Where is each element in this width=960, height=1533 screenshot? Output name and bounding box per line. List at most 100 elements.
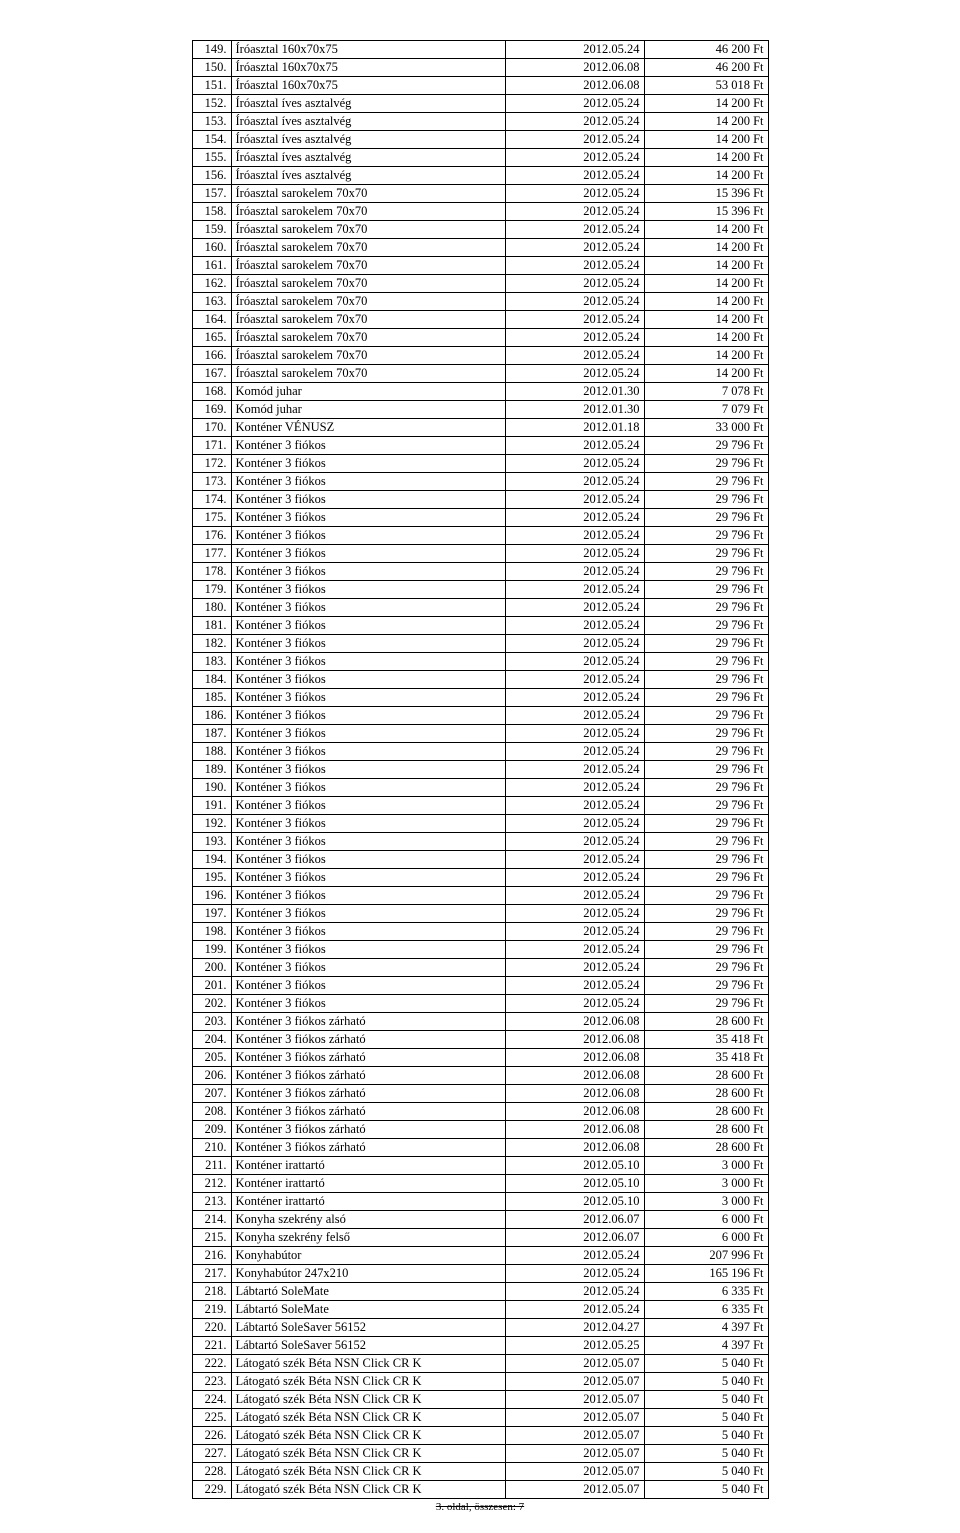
- row-date: 2012.05.07: [505, 1445, 644, 1463]
- table-row: 211.Konténer irattartó2012.05.103 000 Ft: [192, 1157, 768, 1175]
- row-description: Íróasztal sarokelem 70x70: [231, 185, 505, 203]
- row-date: 2012.05.07: [505, 1481, 644, 1499]
- row-price: 28 600 Ft: [644, 1013, 768, 1031]
- row-description: Konténer 3 fiókos: [231, 509, 505, 527]
- row-date: 2012.05.24: [505, 923, 644, 941]
- table-row: 172.Konténer 3 fiókos2012.05.2429 796 Ft: [192, 455, 768, 473]
- table-row: 183.Konténer 3 fiókos2012.05.2429 796 Ft: [192, 653, 768, 671]
- row-date: 2012.05.24: [505, 599, 644, 617]
- table-row: 159.Íróasztal sarokelem 70x702012.05.241…: [192, 221, 768, 239]
- row-description: Lábtartó SoleMate: [231, 1283, 505, 1301]
- row-price: 46 200 Ft: [644, 41, 768, 59]
- row-date: 2012.05.24: [505, 833, 644, 851]
- row-description: Konténer 3 fiókos: [231, 923, 505, 941]
- table-row: 162.Íróasztal sarokelem 70x702012.05.241…: [192, 275, 768, 293]
- row-date: 2012.05.24: [505, 491, 644, 509]
- row-date: 2012.06.07: [505, 1211, 644, 1229]
- table-row: 154.Íróasztal íves asztalvég2012.05.2414…: [192, 131, 768, 149]
- row-price: 14 200 Ft: [644, 293, 768, 311]
- row-price: 29 796 Ft: [644, 491, 768, 509]
- row-description: Látogató szék Béta NSN Click CR K: [231, 1445, 505, 1463]
- row-date: 2012.05.24: [505, 149, 644, 167]
- row-description: Konténer 3 fiókos: [231, 671, 505, 689]
- row-description: Konténer 3 fiókos: [231, 599, 505, 617]
- row-price: 29 796 Ft: [644, 653, 768, 671]
- row-price: 4 397 Ft: [644, 1337, 768, 1355]
- row-number: 222.: [192, 1355, 231, 1373]
- row-date: 2012.05.24: [505, 671, 644, 689]
- row-price: 15 396 Ft: [644, 203, 768, 221]
- row-number: 161.: [192, 257, 231, 275]
- row-number: 162.: [192, 275, 231, 293]
- row-date: 2012.05.24: [505, 545, 644, 563]
- row-price: 29 796 Ft: [644, 617, 768, 635]
- row-date: 2012.05.24: [505, 41, 644, 59]
- table-row: 155.Íróasztal íves asztalvég2012.05.2414…: [192, 149, 768, 167]
- row-date: 2012.05.07: [505, 1427, 644, 1445]
- row-date: 2012.06.08: [505, 1013, 644, 1031]
- row-date: 2012.05.24: [505, 221, 644, 239]
- row-description: Konténer 3 fiókos: [231, 743, 505, 761]
- row-number: 176.: [192, 527, 231, 545]
- row-description: Konténer 3 fiókos zárható: [231, 1085, 505, 1103]
- row-description: Íróasztal sarokelem 70x70: [231, 239, 505, 257]
- row-number: 215.: [192, 1229, 231, 1247]
- table-row: 150.Íróasztal 160x70x752012.06.0846 200 …: [192, 59, 768, 77]
- row-description: Látogató szék Béta NSN Click CR K: [231, 1355, 505, 1373]
- row-number: 155.: [192, 149, 231, 167]
- table-row: 186.Konténer 3 fiókos2012.05.2429 796 Ft: [192, 707, 768, 725]
- row-price: 3 000 Ft: [644, 1193, 768, 1211]
- table-row: 192.Konténer 3 fiókos2012.05.2429 796 Ft: [192, 815, 768, 833]
- row-price: 5 040 Ft: [644, 1391, 768, 1409]
- row-date: 2012.05.10: [505, 1193, 644, 1211]
- row-number: 154.: [192, 131, 231, 149]
- row-number: 178.: [192, 563, 231, 581]
- table-row: 166.Íróasztal sarokelem 70x702012.05.241…: [192, 347, 768, 365]
- row-number: 151.: [192, 77, 231, 95]
- table-row: 227.Látogató szék Béta NSN Click CR K201…: [192, 1445, 768, 1463]
- row-price: 14 200 Ft: [644, 239, 768, 257]
- row-price: 5 040 Ft: [644, 1373, 768, 1391]
- table-row: 209.Konténer 3 fiókos zárható2012.06.082…: [192, 1121, 768, 1139]
- row-description: Konténer 3 fiókos zárható: [231, 1031, 505, 1049]
- row-description: Konténer irattartó: [231, 1193, 505, 1211]
- row-number: 157.: [192, 185, 231, 203]
- row-number: 204.: [192, 1031, 231, 1049]
- row-price: 29 796 Ft: [644, 563, 768, 581]
- row-number: 229.: [192, 1481, 231, 1499]
- row-description: Íróasztal sarokelem 70x70: [231, 221, 505, 239]
- table-row: 225.Látogató szék Béta NSN Click CR K201…: [192, 1409, 768, 1427]
- table-row: 179.Konténer 3 fiókos2012.05.2429 796 Ft: [192, 581, 768, 599]
- row-number: 153.: [192, 113, 231, 131]
- row-number: 170.: [192, 419, 231, 437]
- row-number: 173.: [192, 473, 231, 491]
- row-date: 2012.06.08: [505, 1085, 644, 1103]
- row-price: 29 796 Ft: [644, 923, 768, 941]
- row-date: 2012.05.24: [505, 815, 644, 833]
- row-number: 149.: [192, 41, 231, 59]
- row-number: 211.: [192, 1157, 231, 1175]
- row-number: 207.: [192, 1085, 231, 1103]
- row-price: 28 600 Ft: [644, 1067, 768, 1085]
- row-date: 2012.05.07: [505, 1391, 644, 1409]
- row-price: 28 600 Ft: [644, 1085, 768, 1103]
- row-date: 2012.05.24: [505, 725, 644, 743]
- row-price: 29 796 Ft: [644, 779, 768, 797]
- row-date: 2012.05.24: [505, 995, 644, 1013]
- table-row: 181.Konténer 3 fiókos2012.05.2429 796 Ft: [192, 617, 768, 635]
- table-row: 212.Konténer irattartó2012.05.103 000 Ft: [192, 1175, 768, 1193]
- row-number: 163.: [192, 293, 231, 311]
- row-date: 2012.05.25: [505, 1337, 644, 1355]
- row-number: 168.: [192, 383, 231, 401]
- table-row: 224.Látogató szék Béta NSN Click CR K201…: [192, 1391, 768, 1409]
- row-description: Konténer 3 fiókos: [231, 761, 505, 779]
- table-row: 153.Íróasztal íves asztalvég2012.05.2414…: [192, 113, 768, 131]
- row-date: 2012.06.08: [505, 1103, 644, 1121]
- row-price: 14 200 Ft: [644, 347, 768, 365]
- row-date: 2012.05.10: [505, 1175, 644, 1193]
- row-description: Konténer 3 fiókos: [231, 977, 505, 995]
- row-number: 185.: [192, 689, 231, 707]
- row-price: 29 796 Ft: [644, 977, 768, 995]
- row-number: 203.: [192, 1013, 231, 1031]
- table-row: 200.Konténer 3 fiókos2012.05.2429 796 Ft: [192, 959, 768, 977]
